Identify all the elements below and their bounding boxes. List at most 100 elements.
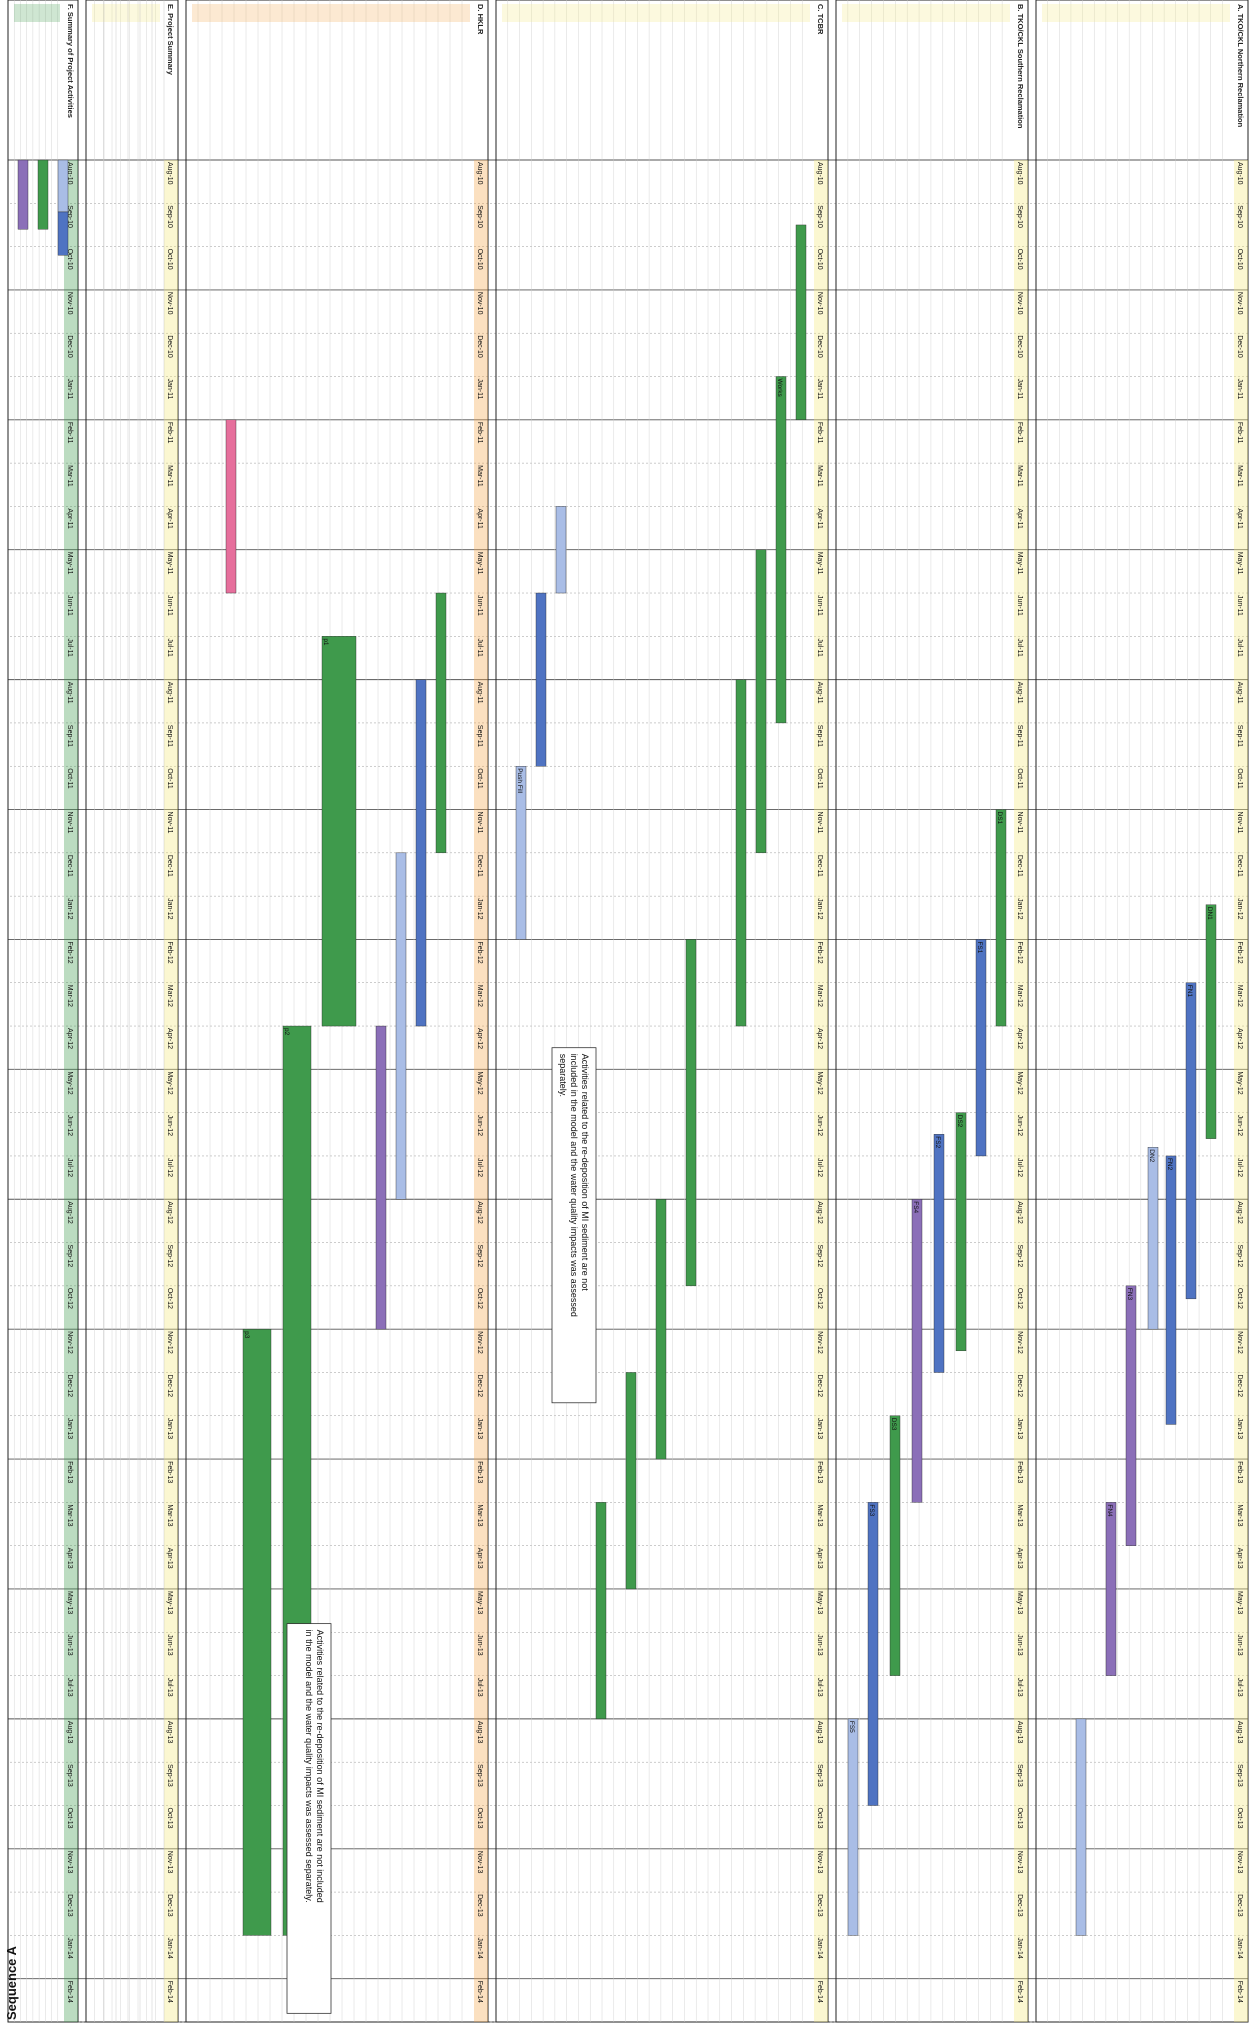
gantt-bar (1147, 1147, 1159, 1330)
gantt-bar (995, 809, 1007, 1027)
month-header: Jun-12 (1016, 1115, 1023, 1137)
month-header: Jul-11 (1236, 638, 1243, 657)
month-header: May-12 (816, 1071, 823, 1094)
gantt-bar (911, 1199, 923, 1503)
month-header: May-13 (1016, 1591, 1023, 1614)
month-header: Aug-13 (166, 1721, 173, 1744)
month-header: Aug-13 (816, 1721, 823, 1744)
month-header: Aug-11 (166, 682, 173, 704)
month-header: Aug-11 (476, 682, 483, 704)
month-header: Oct-12 (1236, 1288, 1243, 1309)
month-header: Oct-12 (166, 1288, 173, 1309)
month-header: Jul-12 (166, 1158, 173, 1177)
gantt-bar (1125, 1285, 1137, 1546)
month-header: Nov-11 (1236, 812, 1243, 834)
month-header: Jul-12 (476, 1158, 483, 1177)
month-header: Sep-10 (476, 205, 483, 228)
month-header: Oct-13 (166, 1807, 173, 1828)
month-header: Nov-12 (166, 1331, 173, 1354)
month-header: Jun-13 (66, 1634, 73, 1656)
block-title: C. TCBR (816, 4, 825, 35)
month-header: Oct-11 (476, 768, 483, 789)
gantt-bar (535, 592, 547, 767)
month-header: May-13 (166, 1591, 173, 1614)
month-header: Sep-12 (1236, 1245, 1243, 1268)
month-header: Apr-11 (1016, 508, 1023, 529)
gantt-bar-label: DS2 (956, 1115, 963, 1128)
month-header: Feb-14 (816, 1981, 823, 2003)
month-header: May-11 (1236, 552, 1243, 575)
gantt-bar-label: p3 (243, 1331, 250, 1339)
month-header: May-11 (66, 552, 73, 575)
month-header: Aug-11 (66, 682, 73, 704)
month-header: May-13 (66, 1591, 73, 1614)
month-header: Dec-13 (66, 1894, 73, 1917)
month-header: Sep-13 (1016, 1764, 1023, 1787)
month-header: Nov-12 (1016, 1331, 1023, 1354)
month-header: Jan-13 (476, 1418, 483, 1440)
month-header: Jul-13 (476, 1678, 483, 1697)
gantt-bar (242, 1328, 272, 1936)
month-header: Dec-13 (1236, 1894, 1243, 1917)
month-header: Feb-12 (816, 941, 823, 963)
month-header: Mar-13 (816, 1504, 823, 1526)
month-header: Jul-13 (1236, 1678, 1243, 1697)
gantt-bar (655, 1199, 667, 1460)
block-title: B. TKO/CKL Southern Reclamation (1016, 4, 1025, 129)
gantt-bar (1205, 904, 1217, 1139)
month-header: Feb-11 (816, 422, 823, 444)
month-header: Mar-13 (166, 1504, 173, 1526)
month-header: Dec-11 (66, 855, 73, 877)
month-header: Dec-10 (1236, 335, 1243, 358)
gantt-bar-label: p2 (283, 1028, 290, 1036)
gantt-bar-label: DN1 (1206, 907, 1213, 920)
month-header: Jun-11 (1236, 595, 1243, 616)
month-header: Feb-11 (1016, 422, 1023, 444)
gantt-bar-label: FS4 (912, 1201, 919, 1213)
month-header: Jan-13 (1016, 1418, 1023, 1440)
month-header: Dec-13 (1016, 1894, 1023, 1917)
month-header: Jun-12 (816, 1115, 823, 1137)
month-header: Jan-13 (166, 1418, 173, 1440)
block-title: F. Summary of Project Activities (66, 4, 75, 118)
month-header: Aug-13 (1236, 1721, 1243, 1744)
month-header: Feb-13 (1236, 1461, 1243, 1483)
month-header: Oct-13 (66, 1807, 73, 1828)
month-header: Sep-12 (476, 1245, 483, 1268)
month-header: Jan-14 (816, 1937, 823, 1959)
gantt-bar (375, 1025, 387, 1330)
month-header: Oct-12 (1016, 1288, 1023, 1309)
month-header: Nov-12 (816, 1331, 823, 1354)
month-header: Jan-12 (1016, 898, 1023, 920)
month-header: Feb-12 (476, 941, 483, 963)
gantt-bar (955, 1112, 967, 1352)
month-header: Nov-12 (1236, 1331, 1243, 1354)
month-header: Feb-11 (66, 422, 73, 444)
month-header: Nov-13 (816, 1851, 823, 1874)
month-header: Feb-11 (166, 422, 173, 444)
gantt-bar-label: FN3 (1126, 1288, 1133, 1301)
gantt-bar (57, 211, 69, 256)
month-header: Aug-13 (1016, 1721, 1023, 1744)
month-header: Jul-13 (816, 1678, 823, 1697)
month-header: Jan-14 (1016, 1937, 1023, 1959)
month-header: Jun-12 (1236, 1115, 1243, 1137)
gantt-bar (515, 766, 527, 940)
month-header: Jan-12 (1236, 898, 1243, 920)
month-header: May-12 (1236, 1071, 1243, 1094)
month-header: Aug-11 (1236, 682, 1243, 704)
month-header: Apr-11 (476, 508, 483, 529)
month-header: Jan-11 (66, 379, 73, 400)
month-header: Feb-14 (476, 1981, 483, 2003)
gantt-bar (1075, 1718, 1087, 1936)
month-header: Apr-11 (166, 508, 173, 529)
month-header: Dec-12 (816, 1374, 823, 1397)
month-header: Nov-13 (66, 1851, 73, 1874)
month-header: Nov-11 (476, 812, 483, 834)
month-header: Aug-10 (476, 162, 483, 185)
month-header: Apr-12 (166, 1028, 173, 1049)
month-header: Nov-13 (476, 1851, 483, 1874)
month-header: Apr-12 (476, 1028, 483, 1049)
month-header: Apr-12 (1016, 1028, 1023, 1049)
month-header: Jun-11 (166, 595, 173, 616)
